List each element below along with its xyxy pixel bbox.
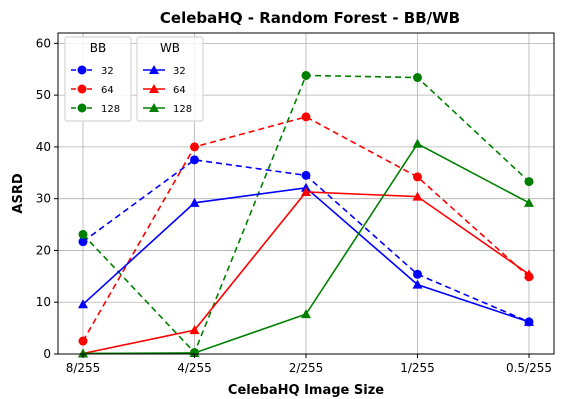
- legend-entry-label: 128: [101, 104, 120, 115]
- series-wb-128: [78, 138, 534, 358]
- legend-bb: BB 32 64 128: [64, 36, 132, 122]
- data-point: [413, 269, 422, 279]
- data-point: [189, 347, 200, 357]
- x-tick-label: 0.5/255: [506, 361, 552, 375]
- data-point: [301, 170, 311, 180]
- data-point: [301, 112, 311, 122]
- series-bb-32: [78, 155, 534, 327]
- legend-title: BB: [90, 41, 106, 55]
- legend-layer: BB 32 64 128 WB 32 64 128: [64, 36, 204, 122]
- data-point: [189, 325, 200, 335]
- legend-marker: [77, 65, 87, 75]
- axis-layer: 0 10 20 30 40 50 60 8/255 4/255 2/255 1/255 0.5/255: [36, 36, 552, 375]
- data-point: [78, 229, 88, 239]
- legend-entry-label: 32: [101, 66, 114, 77]
- data-point: [412, 138, 423, 148]
- legend-wb: WB 32 64 128: [136, 36, 204, 122]
- y-tick-label: 0: [43, 347, 51, 361]
- data-point: [413, 73, 422, 83]
- data-point: [412, 191, 423, 201]
- data-point: [78, 336, 88, 346]
- data-point: [78, 299, 88, 309]
- data-point: [301, 186, 311, 196]
- x-axis-label: CelebaHQ Image Size: [228, 383, 384, 398]
- legend-marker: [77, 103, 87, 113]
- legend-title: WB: [160, 41, 180, 55]
- y-tick-label: 60: [36, 36, 51, 50]
- data-point: [190, 142, 199, 152]
- x-tick-label: 1/255: [400, 361, 435, 375]
- data-point: [524, 316, 534, 326]
- legend-entry-label: 32: [173, 66, 186, 77]
- data-point: [78, 237, 88, 247]
- data-point: [301, 309, 311, 319]
- data-point: [524, 269, 534, 279]
- y-tick-label: 40: [36, 140, 51, 154]
- legend-entry-label: 64: [101, 85, 114, 96]
- legend-entry-label: 64: [173, 85, 186, 96]
- data-point: [301, 70, 311, 80]
- data-point: [78, 348, 88, 358]
- chart-title: CelebaHQ - Random Forest - BB/WB: [160, 9, 460, 27]
- y-tick-label: 10: [36, 295, 51, 309]
- x-tick-label: 4/255: [177, 361, 212, 375]
- data-point: [413, 172, 422, 182]
- legend-marker: [149, 84, 159, 93]
- y-tick-label: 50: [36, 88, 51, 102]
- data-point: [412, 279, 423, 289]
- legend-marker: [149, 103, 159, 112]
- legend-box: [136, 36, 204, 122]
- data-point: [189, 197, 200, 207]
- data-point: [524, 177, 534, 187]
- series-layer: [78, 70, 534, 358]
- y-tick-label: 30: [36, 192, 51, 206]
- data-point: [190, 155, 199, 165]
- legend-box: [64, 36, 132, 122]
- x-tick-label: 2/255: [289, 361, 324, 375]
- legend-entry-label: 128: [173, 104, 192, 115]
- x-tick-label: 8/255: [66, 361, 101, 375]
- legend-marker: [149, 65, 159, 74]
- legend-marker: [77, 84, 87, 94]
- y-tick-label: 20: [36, 243, 51, 257]
- series-line: [82, 116, 530, 342]
- data-point: [524, 197, 534, 207]
- y-axis-label: ASRD: [11, 173, 26, 213]
